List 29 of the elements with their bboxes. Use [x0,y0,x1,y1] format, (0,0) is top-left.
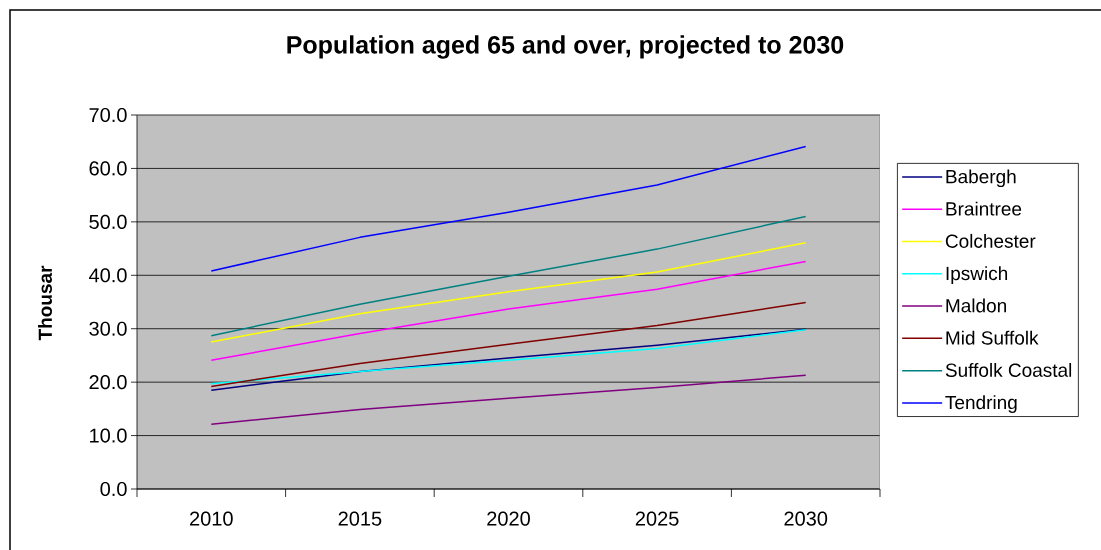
legend-label: Colchester [945,233,1036,248]
line-series [210,374,807,426]
line-series [210,301,807,388]
x-tick-label: 2030 [784,511,828,526]
y-tick-label: 0.0 [100,481,127,497]
chart-title: Population aged 65 and over, projected to 2030 [287,35,844,59]
x-tick-label: 2015 [338,511,382,526]
line-series [210,215,807,337]
y-tick-label: 10.0 [90,428,127,443]
y-tick-label: 40.0 [89,268,127,283]
line-series [210,145,807,272]
legend-label: Babergh [946,169,1016,188]
y-tick-label: 50.0 [89,214,127,229]
x-tick-label: 2025 [635,511,679,526]
line-series [210,260,807,361]
legend-label: Maldon [946,298,1006,313]
y-tick-label: 20.0 [89,375,127,390]
x-tick-label: 2010 [190,511,233,526]
legend-label: Mid Suffolk [946,330,1039,345]
y-tick-label: 60.0 [89,161,127,176]
x-tick-label: 2020 [487,511,530,526]
legend-label: Ipswich [946,266,1008,284]
y-tick-label: 70.0 [89,107,127,123]
y-tick-label: 30.0 [89,321,127,336]
line-series [210,241,807,343]
legend-label: Tendring [945,395,1017,413]
y-axis-title: Thousar [38,265,52,341]
legend-label: Braintree [946,201,1022,216]
legend-label: Suffolk Coastal [945,362,1072,377]
